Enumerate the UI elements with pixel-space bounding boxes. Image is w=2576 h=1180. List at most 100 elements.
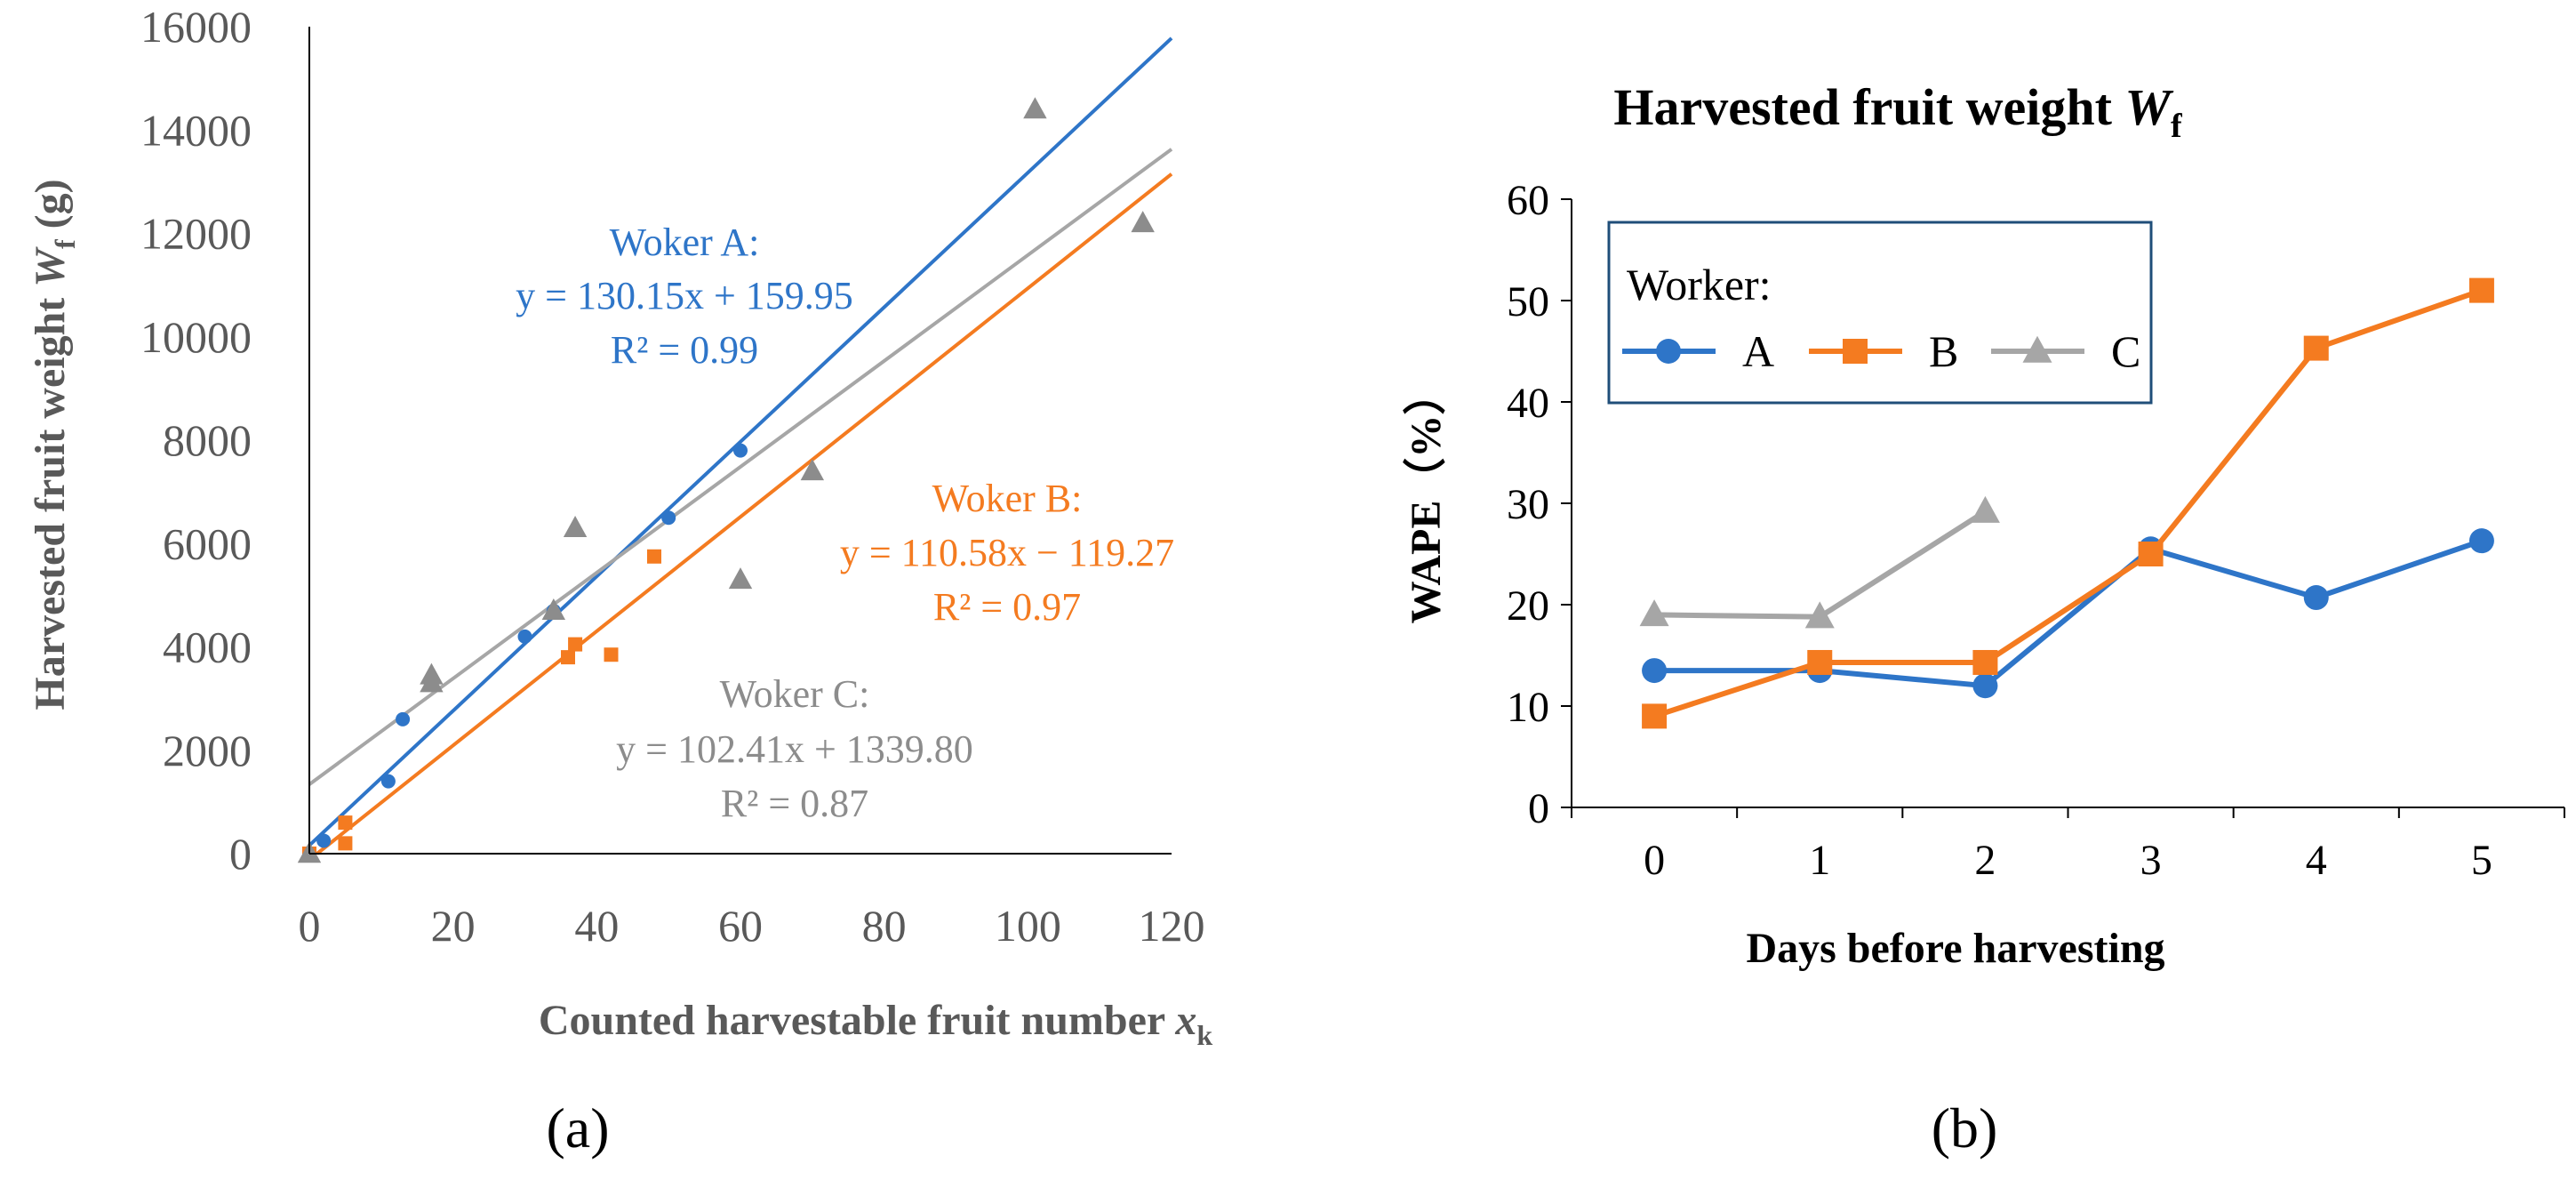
y-tick-label-b: 60 bbox=[1507, 177, 1549, 224]
x-tick-label-b: 5 bbox=[2471, 837, 2492, 884]
series-marker-b bbox=[2303, 335, 2329, 361]
x-tick-label-b: 0 bbox=[1644, 837, 1665, 884]
series-marker-a bbox=[1972, 673, 1998, 699]
series-line-b bbox=[1653, 287, 2483, 719]
annotation-worker-b-title: Woker B: bbox=[932, 477, 1083, 520]
legend-title: Worker: bbox=[1627, 260, 1772, 309]
legend-label-b: B bbox=[1929, 326, 1958, 376]
data-point-c bbox=[1131, 211, 1155, 233]
data-point-c bbox=[728, 567, 753, 590]
y-tick-label-a: 6000 bbox=[163, 518, 252, 568]
legend-box bbox=[1607, 221, 2153, 405]
data-point-b bbox=[561, 650, 575, 665]
y-tick-label-a: 12000 bbox=[140, 209, 252, 259]
legend-marker-a bbox=[1656, 339, 1681, 364]
legend-marker-c bbox=[2022, 335, 2052, 363]
series-lines-b bbox=[1639, 277, 2494, 729]
x-axis-title-a: Counted harvestable fruit number xk bbox=[539, 997, 1212, 1051]
panel-label-b: (b) bbox=[1932, 1096, 1998, 1160]
data-point-c bbox=[420, 662, 444, 685]
y-ticks-b: 0 10 20 30 40 50 60 bbox=[1507, 177, 1572, 832]
x-tick-label-a: 20 bbox=[431, 901, 476, 951]
data-point-c bbox=[1023, 97, 1047, 119]
y-ticks-a: 0 2000 4000 6000 8000 10000 12000 14000 16000 bbox=[140, 2, 252, 879]
y-tick-label-a: 4000 bbox=[163, 622, 252, 672]
data-point-a bbox=[380, 774, 396, 789]
data-point-c bbox=[563, 516, 588, 538]
data-point-c bbox=[541, 598, 566, 621]
series-marker-b bbox=[1807, 649, 1833, 675]
x-tick-label-b: 1 bbox=[1809, 837, 1830, 884]
legend-label-a: A bbox=[1742, 326, 1774, 376]
fit-lines-a bbox=[308, 36, 1173, 855]
fit-line-b bbox=[316, 173, 1173, 855]
y-tick-label-a: 16000 bbox=[140, 2, 252, 52]
y-tick-label-a: 10000 bbox=[140, 312, 252, 362]
y-tick-label-a: 0 bbox=[229, 829, 252, 879]
fit-line-c bbox=[308, 148, 1173, 786]
series-marker-a bbox=[2303, 585, 2329, 611]
annotation-worker-a-title: Woker A: bbox=[610, 221, 760, 264]
y-tick-label-a: 8000 bbox=[163, 415, 252, 465]
y-tick-label-b: 50 bbox=[1507, 278, 1549, 325]
x-tick-label-a: 120 bbox=[1139, 901, 1205, 951]
x-tick-label-a: 60 bbox=[718, 901, 763, 951]
data-point-b bbox=[338, 836, 353, 851]
annotation-worker-b-r2: R² = 0.97 bbox=[933, 585, 1081, 629]
annotation-worker-a-eq: y = 130.15x + 159.95 bbox=[516, 274, 853, 317]
y-tick-label-b: 20 bbox=[1507, 582, 1549, 630]
y-tick-label-b: 30 bbox=[1507, 481, 1549, 528]
annotation-worker-c-title: Woker C: bbox=[720, 672, 870, 716]
y-axis-title-a: Harvested fruit weight Wf (g) bbox=[27, 179, 81, 710]
series-marker-c bbox=[1804, 601, 1835, 629]
y-tick-label-b: 10 bbox=[1507, 684, 1549, 731]
x-tick-label-b: 2 bbox=[1974, 837, 1996, 884]
legend: Worker: A B C bbox=[1607, 221, 2153, 405]
x-tick-label-b: 3 bbox=[2140, 837, 2162, 884]
legend-marker-b bbox=[1843, 339, 1868, 364]
y-axis-title-b: WAPE（%） bbox=[1403, 373, 1450, 624]
annotation-worker-c-eq: y = 102.41x + 1339.80 bbox=[616, 727, 973, 771]
y-tick-label-a: 14000 bbox=[140, 105, 252, 155]
x-tick-label-a: 80 bbox=[862, 901, 907, 951]
data-point-c bbox=[800, 459, 825, 481]
data-point-a bbox=[316, 833, 332, 848]
data-points-a bbox=[297, 97, 1155, 863]
chart-panel-b: Harvested fruit weight Wf 0 1 2 3 4 5 0 10 20 30… bbox=[1403, 78, 2565, 1160]
x-tick-label-a: 0 bbox=[299, 901, 321, 951]
data-point-a bbox=[517, 629, 532, 644]
x-axis-title-b: Days before harvesting bbox=[1746, 925, 2164, 972]
series-marker-a bbox=[1642, 658, 1668, 684]
x-ticks-a: 0 20 40 60 80 100 120 bbox=[299, 901, 1205, 951]
panel-label-a: (a) bbox=[546, 1096, 609, 1160]
series-line-c bbox=[1654, 509, 1988, 620]
x-tick-label-a: 100 bbox=[995, 901, 1061, 951]
chart-title-b: Harvested fruit weight Wf bbox=[1613, 78, 2183, 145]
series-marker-c bbox=[1639, 599, 1669, 627]
legend-items: A B C bbox=[1622, 326, 2140, 376]
legend-label-c: C bbox=[2111, 326, 2140, 376]
data-point-a bbox=[396, 711, 411, 726]
series-line-a bbox=[1654, 538, 2483, 689]
data-point-b bbox=[568, 637, 583, 652]
y-tick-label-a: 2000 bbox=[163, 726, 252, 775]
data-point-b bbox=[604, 647, 619, 662]
chart-panel-a: 0 20 40 60 80 100 120 0 2000 4000 6000 8000 10000 12… bbox=[27, 2, 1212, 1160]
annotation-worker-a-r2: R² = 0.99 bbox=[611, 328, 758, 372]
fit-line-a bbox=[308, 36, 1173, 847]
data-point-b bbox=[647, 549, 661, 564]
series-marker-b bbox=[1642, 703, 1668, 729]
data-point-b bbox=[338, 815, 353, 831]
series-marker-b bbox=[1972, 649, 1998, 675]
series-marker-b bbox=[2138, 542, 2164, 566]
x-tick-label-a: 40 bbox=[574, 901, 619, 951]
y-tick-label-b: 40 bbox=[1507, 380, 1549, 427]
series-marker-b bbox=[2468, 277, 2494, 303]
data-point-a bbox=[661, 510, 676, 526]
data-point-a bbox=[733, 443, 748, 458]
x-tick-label-b: 4 bbox=[2306, 837, 2327, 884]
series-marker-a bbox=[2468, 528, 2494, 554]
y-tick-label-b: 0 bbox=[1528, 785, 1549, 832]
annotation-worker-b-eq: y = 110.58x − 119.27 bbox=[840, 531, 1174, 574]
